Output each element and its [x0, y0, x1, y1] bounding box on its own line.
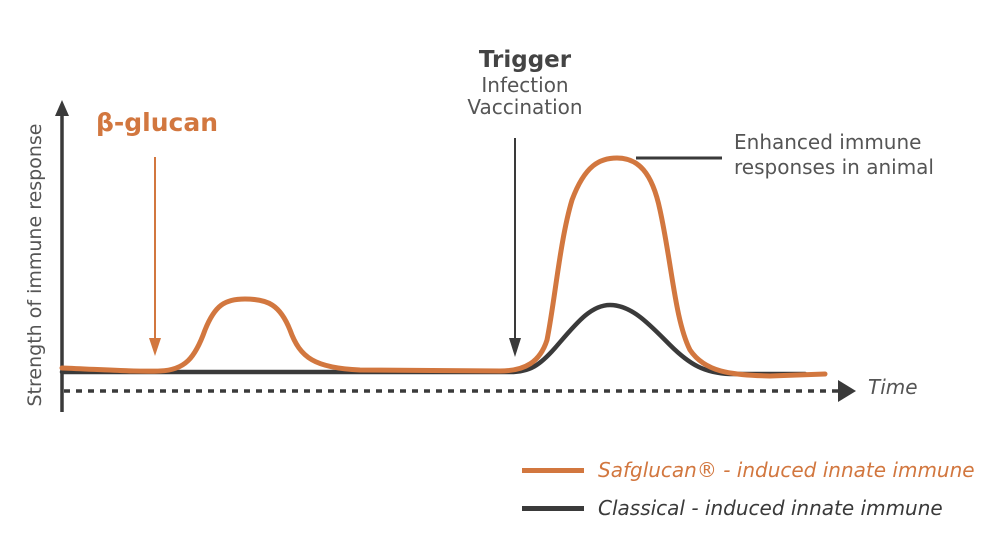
legend-item-classical: Classical - induced innate immune: [522, 496, 943, 520]
enhanced-line-2: responses in animal: [734, 155, 934, 179]
y-axis-arrow-icon: [55, 100, 69, 116]
legend-label-classical: Classical - induced innate immune: [598, 496, 943, 520]
classical-curve: [59, 302, 808, 377]
beta-glucan-label: β-glucan: [96, 108, 219, 137]
trigger-label: Trigger Infection Vaccination: [450, 47, 600, 120]
legend-swatch-orange: [522, 467, 584, 473]
trigger-vaccination: Vaccination: [467, 95, 583, 120]
legend-swatch-dark: [522, 505, 584, 511]
time-axis-arrow-icon: [838, 380, 856, 402]
time-axis: [64, 380, 856, 402]
legend-label-safglucan: Safglucan® - induced innate immune: [598, 458, 975, 482]
enhanced-line-1: Enhanced immune: [734, 130, 922, 154]
y-axis-label: Strength of immune response: [24, 123, 46, 407]
safglucan-curve: [59, 155, 828, 379]
enhanced-label: Enhanced immune responses in animal: [734, 130, 934, 180]
y-axis: [55, 100, 69, 412]
beta-glucan-arrow-icon: [149, 157, 161, 356]
trigger-title: Trigger: [478, 47, 572, 73]
trigger-arrow-icon: [509, 138, 521, 357]
time-axis-label: Time: [868, 375, 918, 399]
legend-item-safglucan: Safglucan® - induced innate immune: [522, 458, 975, 482]
trigger-infection: Infection: [481, 72, 569, 97]
